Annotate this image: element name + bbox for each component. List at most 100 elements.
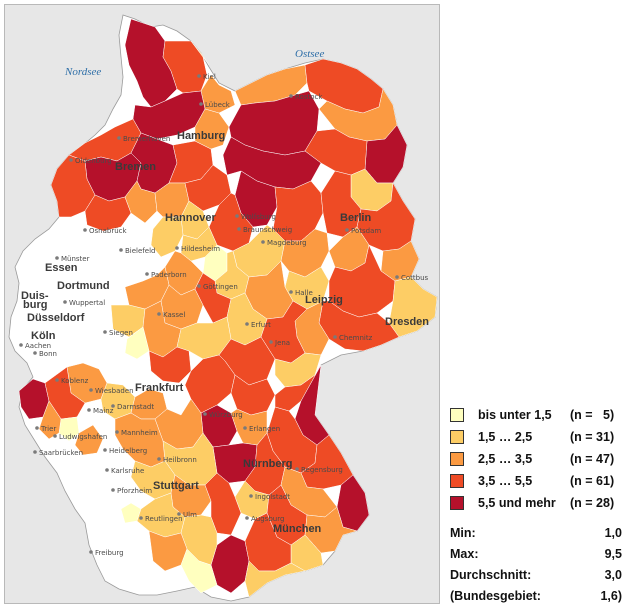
city-marker (245, 322, 249, 326)
city-marker (105, 468, 109, 472)
city-label: München (273, 523, 322, 535)
city-label: Frankfurt (135, 382, 184, 394)
city-marker (55, 378, 59, 382)
city-label: Köln (31, 330, 56, 342)
city-label: Hamburg (177, 130, 225, 142)
city-label: Ulm (183, 511, 197, 519)
legend-label: 2,5 … 3,5 (478, 452, 533, 466)
city-label: Koblenz (61, 377, 89, 385)
legend-item: 3,5 … 5,5 (n = 61) (448, 472, 628, 494)
city-label: Siegen (109, 329, 133, 337)
city-label: Leipzig (305, 294, 343, 306)
city-label: Braunschweig (243, 226, 292, 234)
city-marker (53, 434, 57, 438)
city-marker (261, 240, 265, 244)
city-marker (199, 102, 203, 106)
city-marker (177, 512, 181, 516)
city-label: Ludwigshafen (59, 433, 107, 441)
city-label: Darmstadt (117, 403, 154, 411)
city-label: Heidelberg (109, 447, 147, 455)
city-marker (395, 275, 399, 279)
city-label: burg (23, 299, 47, 311)
legend-label: 1,5 … 2,5 (478, 430, 533, 444)
city-marker (345, 228, 349, 232)
city-label: Stuttgart (153, 480, 199, 492)
city-label: Lübeck (205, 101, 231, 109)
city-marker (197, 284, 201, 288)
legend-count: (n = 47) (570, 452, 615, 466)
sea-label-north: Nordsee (64, 66, 101, 78)
city-marker (119, 248, 123, 252)
legend-count: (n = 61) (570, 474, 615, 488)
map-legend: bis unter 1,5 (n = 5) 1,5 … 2,5 (n = 31)… (448, 406, 628, 516)
city-label: Mainz (93, 407, 114, 415)
city-label: Münster (61, 255, 90, 263)
stat-federal-value: 1,6) (600, 589, 622, 603)
legend-count: (n = 28) (570, 496, 615, 510)
stat-max-value: 9,5 (604, 547, 622, 561)
city-marker (157, 457, 161, 461)
city-marker (203, 412, 207, 416)
city-marker (103, 330, 107, 334)
map-frame: Nordsee Ostsee Kiel Lübeck Rostock Bremerha… (4, 4, 440, 604)
city-marker (245, 516, 249, 520)
city-label: Hildesheim (181, 245, 220, 253)
stat-federal: (Bundesgebiet: 1,6) (448, 589, 628, 610)
stat-min: Min: 1,0 (448, 526, 628, 547)
city-marker (35, 426, 39, 430)
stat-max: Max: 9,5 (448, 547, 628, 568)
city-label: Kiel (203, 73, 216, 81)
city-label: Erfurt (251, 321, 271, 329)
city-marker (115, 430, 119, 434)
legend-item: 1,5 … 2,5 (n = 31) (448, 428, 628, 450)
city-labels: Kiel Lübeck Rostock Bremerhaven Oldenburg Osn… (19, 73, 429, 557)
city-marker (243, 426, 247, 430)
city-label: Potsdam (351, 227, 381, 235)
city-marker (63, 300, 67, 304)
city-label: Göttingen (203, 283, 238, 291)
stat-max-label: Max: (450, 547, 479, 561)
city-marker (87, 408, 91, 412)
choropleth-map: Nordsee Ostsee Kiel Lübeck Rostock Bremerha… (8, 14, 438, 602)
city-marker (197, 74, 201, 78)
city-label: Pforzheim (117, 487, 152, 495)
stat-min-label: Min: (450, 526, 476, 540)
legend-item: bis unter 1,5 (n = 5) (448, 406, 628, 428)
city-label: Wolfsburg (241, 213, 276, 221)
city-label: Heilbronn (163, 456, 197, 464)
city-label: Essen (45, 262, 78, 274)
city-marker (103, 448, 107, 452)
city-marker (333, 335, 337, 339)
city-label: Magdeburg (267, 239, 307, 247)
city-label: Oldenburg (75, 157, 112, 165)
city-label: Bremerhaven (123, 135, 170, 143)
legend-item: 5,5 und mehr (n = 28) (448, 494, 628, 516)
stat-federal-label: (Bundesgebiet: (450, 589, 541, 603)
legend-swatch (450, 496, 464, 510)
legend-swatch (450, 430, 464, 444)
city-marker (289, 290, 293, 294)
city-marker (55, 256, 59, 260)
city-label: Erlangen (249, 425, 280, 433)
city-label: Reutlingen (145, 515, 183, 523)
city-label: Freiburg (95, 549, 124, 557)
stat-average-value: 3,0 (604, 568, 622, 582)
city-label: Augsburg (251, 515, 284, 523)
legend-swatch (450, 408, 464, 422)
city-marker (111, 404, 115, 408)
city-label: Halle (295, 289, 313, 297)
legend-count: (n = 5) (570, 408, 615, 422)
city-marker (145, 272, 149, 276)
city-marker (295, 467, 299, 471)
city-label: Rostock (295, 93, 323, 101)
city-label: Wiesbaden (95, 387, 134, 395)
legend-label: 3,5 … 5,5 (478, 474, 533, 488)
city-marker (235, 214, 239, 218)
legend-swatch (450, 452, 464, 466)
city-marker (139, 516, 143, 520)
city-label: Mannheim (121, 429, 158, 437)
city-marker (33, 351, 37, 355)
legend-label: 5,5 und mehr (478, 496, 556, 510)
city-label: Bonn (39, 350, 57, 358)
city-marker (269, 340, 273, 344)
